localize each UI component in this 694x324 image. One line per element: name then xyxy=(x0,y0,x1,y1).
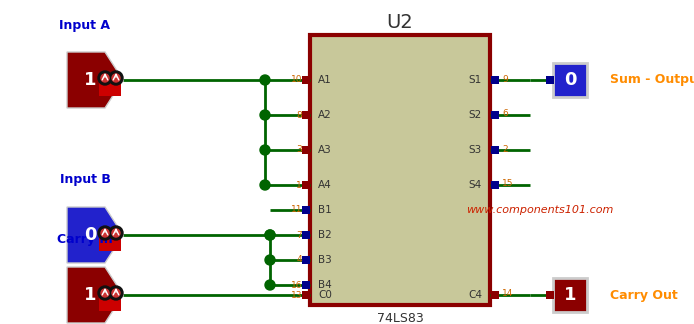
Text: www.components101.com: www.components101.com xyxy=(466,205,613,215)
Text: 1: 1 xyxy=(564,286,576,304)
Bar xyxy=(99,237,121,251)
Text: S1: S1 xyxy=(468,75,482,85)
Circle shape xyxy=(112,229,120,237)
Bar xyxy=(302,231,310,239)
Text: 1: 1 xyxy=(84,71,96,89)
Text: 2: 2 xyxy=(502,145,507,154)
Bar xyxy=(302,206,310,214)
Circle shape xyxy=(109,286,123,300)
Text: B3: B3 xyxy=(318,255,332,265)
Text: 0: 0 xyxy=(564,71,576,89)
Circle shape xyxy=(265,230,275,240)
Polygon shape xyxy=(67,267,123,323)
Text: 3: 3 xyxy=(296,145,302,155)
Text: A1: A1 xyxy=(318,75,332,85)
Text: Sum - Output: Sum - Output xyxy=(610,74,694,87)
Text: Input A: Input A xyxy=(60,18,110,31)
Bar xyxy=(302,181,310,189)
Bar xyxy=(302,256,310,264)
Text: C4: C4 xyxy=(468,290,482,300)
Text: 11: 11 xyxy=(291,205,302,214)
Circle shape xyxy=(109,226,123,240)
FancyBboxPatch shape xyxy=(553,278,587,312)
Circle shape xyxy=(98,226,112,240)
Bar xyxy=(302,76,310,84)
Polygon shape xyxy=(67,52,123,108)
Bar xyxy=(99,82,121,96)
Text: 8: 8 xyxy=(296,110,302,120)
Bar xyxy=(302,111,310,119)
Text: S4: S4 xyxy=(468,180,482,190)
Circle shape xyxy=(98,71,112,85)
Text: Input B: Input B xyxy=(60,173,110,187)
Text: S3: S3 xyxy=(468,145,482,155)
Text: C0: C0 xyxy=(318,290,332,300)
Bar xyxy=(99,297,121,311)
Text: 74LS83: 74LS83 xyxy=(377,313,423,324)
Text: A3: A3 xyxy=(318,145,332,155)
Bar xyxy=(491,181,499,189)
Bar xyxy=(546,76,554,84)
Bar xyxy=(491,111,499,119)
FancyBboxPatch shape xyxy=(553,63,587,97)
Text: Carry In: Carry In xyxy=(57,234,113,247)
Circle shape xyxy=(101,289,109,297)
Text: S2: S2 xyxy=(468,110,482,120)
Circle shape xyxy=(109,71,123,85)
Bar xyxy=(302,291,310,299)
Text: 15: 15 xyxy=(502,179,514,189)
Circle shape xyxy=(112,289,120,297)
Text: 0: 0 xyxy=(84,226,96,244)
Text: 16: 16 xyxy=(291,281,302,290)
Bar xyxy=(491,76,499,84)
Circle shape xyxy=(101,74,109,82)
Text: 7: 7 xyxy=(296,230,302,239)
Text: U2: U2 xyxy=(387,14,414,32)
Text: B1: B1 xyxy=(318,205,332,215)
Circle shape xyxy=(112,74,120,82)
Text: 4: 4 xyxy=(296,256,302,264)
Polygon shape xyxy=(67,207,123,263)
Text: 6: 6 xyxy=(502,110,508,119)
Circle shape xyxy=(101,229,109,237)
Circle shape xyxy=(260,180,270,190)
Text: B2: B2 xyxy=(318,230,332,240)
FancyBboxPatch shape xyxy=(310,35,490,305)
Text: 13: 13 xyxy=(291,291,302,299)
Circle shape xyxy=(98,286,112,300)
Circle shape xyxy=(260,110,270,120)
Text: Carry Out: Carry Out xyxy=(610,288,678,302)
Bar xyxy=(491,291,499,299)
Circle shape xyxy=(260,145,270,155)
Bar xyxy=(302,146,310,154)
Circle shape xyxy=(260,75,270,85)
Text: 1: 1 xyxy=(84,286,96,304)
Bar xyxy=(546,291,554,299)
Circle shape xyxy=(265,230,275,240)
Text: A4: A4 xyxy=(318,180,332,190)
Text: 10: 10 xyxy=(291,75,302,85)
Circle shape xyxy=(265,255,275,265)
Text: B4: B4 xyxy=(318,280,332,290)
Text: 9: 9 xyxy=(502,75,508,84)
Bar xyxy=(491,146,499,154)
Text: A2: A2 xyxy=(318,110,332,120)
Text: 1: 1 xyxy=(296,180,302,190)
Text: 14: 14 xyxy=(502,290,514,298)
Circle shape xyxy=(265,280,275,290)
Bar xyxy=(302,281,310,289)
